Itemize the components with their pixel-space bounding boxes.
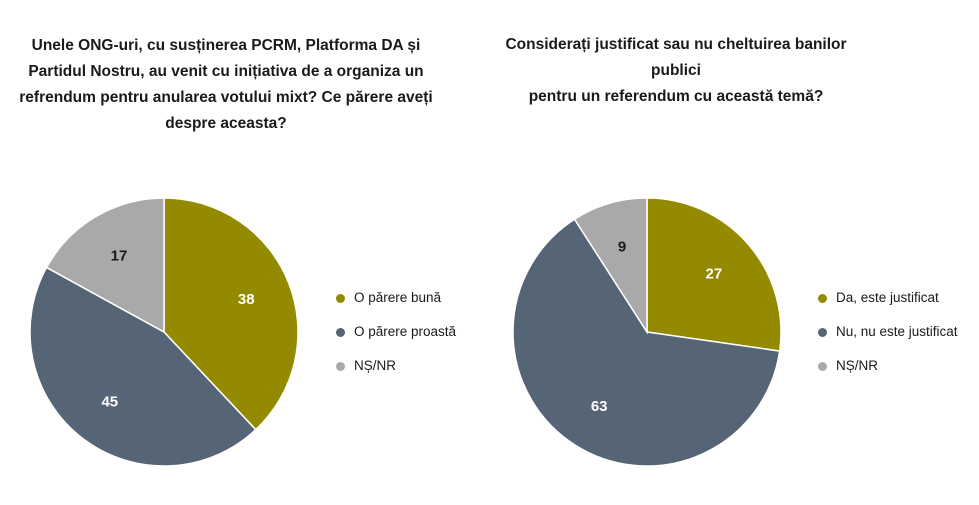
pie-slice — [646, 197, 782, 352]
pie-slice — [45, 197, 165, 334]
chart-title: Considerați justificat sau nu cheltuirea… — [505, 36, 847, 105]
pie-slice — [163, 197, 299, 431]
pie-chart: 38 45 17 — [29, 197, 299, 467]
chart-panel-right: Considerați justificat sau nu cheltuirea… — [480, 0, 979, 505]
pie-slice — [573, 197, 648, 335]
chart-title: Unele ONG-uri, cu susținerea PCRM, Platf… — [19, 37, 433, 132]
pie-slice-label: 27 — [705, 266, 722, 283]
legend-label: Da, este justificat — [836, 290, 939, 305]
legend-label: Nu, nu este justificat — [836, 324, 958, 339]
legend-label: O părere proastă — [354, 324, 457, 339]
legend-swatch — [818, 294, 827, 303]
pie-slice-label: 45 — [101, 393, 118, 410]
legend-label: NȘ/NR — [354, 358, 397, 373]
pie-slice-label: 9 — [618, 239, 626, 256]
legend-swatch — [336, 328, 345, 337]
legend-swatch — [818, 362, 827, 371]
legend-swatch — [336, 362, 345, 371]
chart-panel-left: Unele ONG-uri, cu susținerea PCRM, Platf… — [0, 0, 480, 505]
legend-swatch — [336, 294, 345, 303]
pie-chart: 27 63 9 — [512, 197, 782, 467]
legend-label: NȘ/NR — [836, 358, 879, 373]
pie-slice-label: 63 — [591, 398, 608, 415]
pie-slice-label: 17 — [111, 247, 128, 264]
pie-slice-label: 38 — [238, 291, 255, 308]
legend-label: O părere bună — [354, 290, 442, 305]
pie-slice — [29, 266, 257, 467]
pie-slice — [512, 218, 781, 467]
legend-swatch — [818, 328, 827, 337]
